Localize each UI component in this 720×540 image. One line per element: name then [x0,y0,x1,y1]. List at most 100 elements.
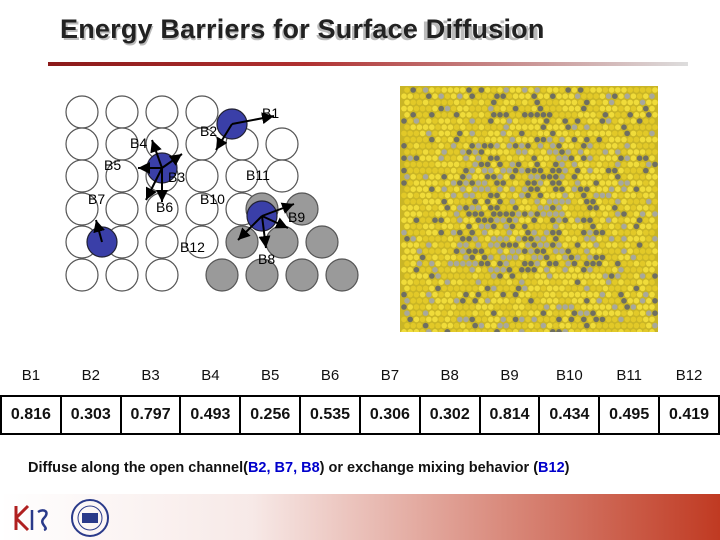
sim-atom [447,174,454,180]
sim-atom [531,291,537,298]
sim-atom [484,112,491,118]
sim-atom [577,198,584,205]
sim-atom [577,322,584,329]
sim-atom [491,322,497,329]
sim-atom [596,223,602,230]
sim-atom [491,186,497,192]
sim-atom [413,205,420,211]
sim-atom [419,155,426,161]
sim-atom [500,105,506,112]
sim-atom [612,267,618,273]
sim-atom [581,105,587,112]
sim-atom [559,310,565,316]
sim-atom [435,174,441,180]
sim-atom [599,316,606,323]
sim-atom [599,279,606,285]
sim-atom [599,229,606,236]
sim-atom [457,254,463,261]
sim-atom [469,267,475,273]
sim-atom [519,304,525,310]
sim-atom [633,136,640,143]
table-header: B7 [380,366,400,384]
sim-atom [432,329,438,332]
sim-atom [460,285,466,292]
barrier-table: B1 B2 B3 B4 B5 B6 B7 B8 B9 B10 B11 B12 0… [0,355,720,435]
sim-atom [574,143,581,149]
sim-atom [531,105,537,112]
sim-atom [497,136,503,143]
sim-atom [596,260,602,267]
sim-atom [636,242,643,248]
sim-atom [522,211,528,217]
sim-atom [559,161,565,168]
sim-atom [590,112,596,118]
sim-atom [559,99,565,106]
sim-atom [639,87,646,93]
sim-atom [478,260,485,267]
sim-atom [512,167,519,174]
sim-atom [596,161,602,168]
sim-atom [568,304,575,310]
sim-atom [537,155,544,161]
sim-atom [646,248,652,254]
sim-atom [546,124,553,130]
sim-atom [652,236,658,242]
sim-atom [457,304,463,310]
sim-atom [401,329,407,332]
sim-atom [494,118,500,124]
sim-atom [407,217,413,223]
sim-atom [509,285,516,292]
sim-atom [419,279,426,285]
sim-atom [574,105,581,112]
sim-atom [553,285,559,292]
sim-atom [630,329,637,332]
sim-atom [568,242,575,248]
sim-atom [450,205,457,211]
sim-atom [531,229,537,236]
sim-atom [534,298,540,304]
sim-atom [472,149,478,155]
sim-atom [435,273,441,279]
sim-atom [460,223,466,230]
sim-atom [615,87,621,93]
sim-atom [624,329,630,332]
sim-atom [484,285,491,292]
sim-atom [593,316,599,323]
sim-atom [639,124,646,130]
sim-atom [444,118,451,124]
sim-atom [587,205,593,211]
sim-atom [466,260,472,267]
sim-atom [416,211,423,217]
sim-atom [413,167,420,174]
sim-atom [574,130,581,137]
sim-atom [432,304,438,310]
sim-atom [401,229,407,236]
sim-atom [624,130,630,137]
sim-atom [602,310,609,316]
sim-atom [450,229,457,236]
sim-atom [429,285,435,292]
sim-atom [410,310,416,316]
sim-atom [475,267,482,273]
sim-atom [491,273,497,279]
sim-atom [500,291,506,298]
sim-atom [599,205,606,211]
sim-atom [469,167,475,174]
sim-atom [618,291,624,298]
sim-atom [438,304,444,310]
sim-atom [491,285,497,292]
sim-atom [438,242,444,248]
step-atom [325,258,359,292]
diffusion-arrow [258,215,271,249]
sim-atom [478,99,485,106]
barrier-label: B7 [88,191,105,207]
sim-atom [602,248,609,254]
sim-atom [419,217,426,223]
sim-atom [407,167,413,174]
sim-atom [627,174,633,180]
sim-atom [491,174,497,180]
sim-atom [599,192,606,199]
sim-atom [605,93,612,99]
sim-atom [568,105,575,112]
sim-atom [413,118,420,124]
